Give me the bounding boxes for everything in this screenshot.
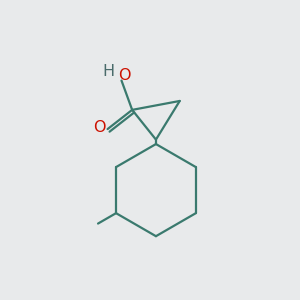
Text: O: O [118, 68, 131, 83]
Text: O: O [93, 120, 106, 135]
Text: H: H [102, 64, 114, 79]
